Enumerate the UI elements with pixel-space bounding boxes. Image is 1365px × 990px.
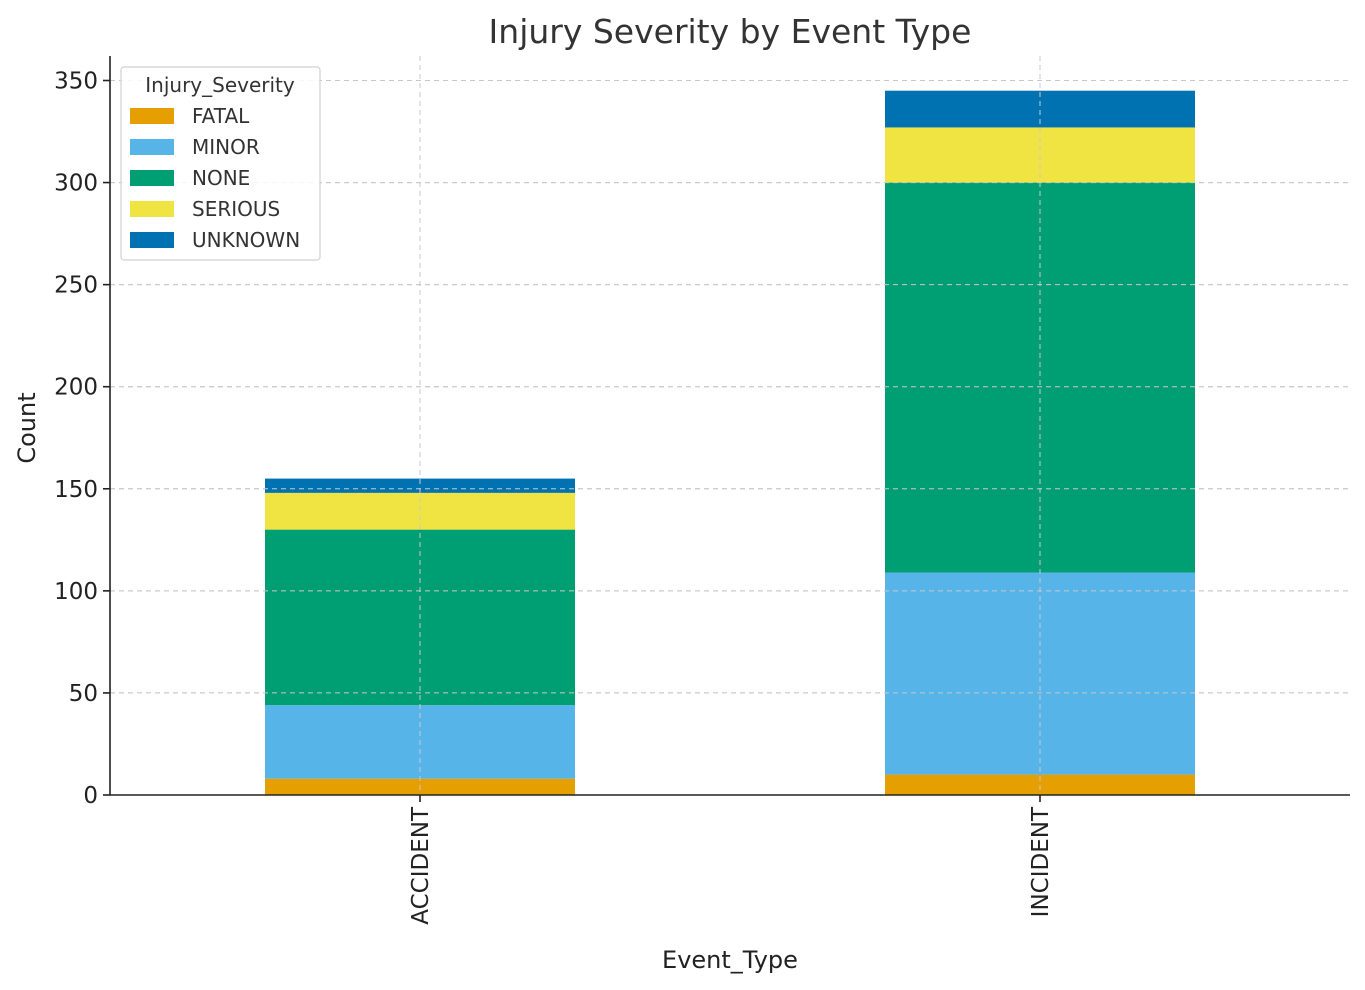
legend-swatch-unknown — [130, 232, 174, 248]
bar-segment-fatal-incident — [885, 774, 1195, 795]
y-tick-label: 350 — [54, 68, 98, 94]
legend-label-unknown: UNKNOWN — [192, 228, 300, 252]
bar-segment-none-incident — [885, 182, 1195, 573]
legend: Injury_Severity FATAL MINOR NONE SERIOUS UNK… — [120, 66, 321, 261]
axes-layer — [109, 56, 1350, 796]
legend-label-serious: SERIOUS — [192, 197, 280, 221]
y-tick-label: 0 — [83, 783, 98, 809]
x-axis-label: Event_Type — [662, 946, 798, 974]
legend-swatch-fatal — [130, 108, 174, 124]
legend-swatch-none — [130, 170, 174, 186]
legend-label-fatal: FATAL — [192, 104, 250, 128]
legend-title: Injury_Severity — [145, 73, 295, 97]
bars-layer — [110, 56, 1350, 795]
legend-label-none: NONE — [192, 166, 250, 190]
bar-segment-unknown-accident — [265, 478, 575, 493]
ticks-layer: 0 50 100 150 200 250 300 350 ACCIDENT INCIDENT — [54, 68, 1054, 924]
chart-title: Injury Severity by Event Type — [489, 12, 972, 51]
y-tick-label: 100 — [54, 579, 98, 605]
legend-label-minor: MINOR — [192, 135, 260, 159]
legend-items: FATAL MINOR NONE SERIOUS UNKNOWN — [130, 104, 300, 252]
x-tick-label-incident: INCIDENT — [1028, 806, 1054, 917]
x-tick-label-accident: ACCIDENT — [408, 806, 434, 925]
y-tick-label: 300 — [54, 171, 98, 197]
y-tick-label: 250 — [54, 273, 98, 299]
legend-swatch-serious — [130, 201, 174, 217]
y-tick-label: 150 — [54, 477, 98, 503]
y-tick-label: 200 — [54, 375, 98, 401]
y-axis-label: Count — [13, 392, 41, 463]
legend-swatch-minor — [130, 139, 174, 155]
y-tick-label: 50 — [69, 681, 98, 707]
